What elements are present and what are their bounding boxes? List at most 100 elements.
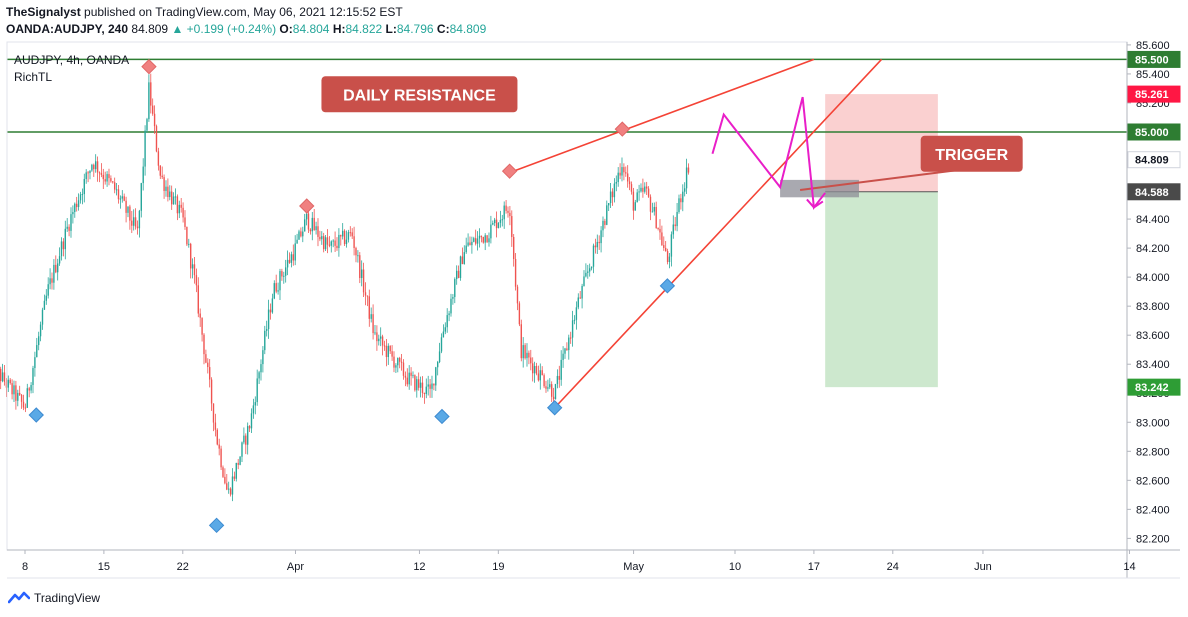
candle-body	[408, 372, 410, 385]
candle-body	[290, 254, 293, 263]
candle-body	[678, 198, 680, 212]
candle-body	[592, 245, 595, 267]
candle-body	[155, 126, 158, 152]
candle-body	[197, 285, 199, 314]
candle-body	[607, 203, 610, 206]
candle-body	[621, 167, 623, 176]
candle-body	[0, 368, 2, 382]
candle-body	[303, 219, 306, 232]
candle-body	[541, 370, 543, 376]
candle-body	[300, 231, 302, 237]
plot-frame	[6, 41, 1128, 551]
candle-body	[321, 236, 323, 240]
lower-wedge-line[interactable]	[554, 58, 883, 409]
candle-body	[455, 270, 458, 280]
candle-body	[659, 228, 661, 233]
candle-body	[267, 309, 270, 330]
candle-body	[273, 283, 275, 299]
candle-body	[562, 353, 564, 360]
candle-body	[395, 365, 397, 368]
footer-brand-label: TradingView	[34, 591, 101, 605]
candle-body	[163, 177, 165, 191]
candle-body	[220, 448, 222, 468]
candle-body	[324, 237, 327, 250]
low-value: 84.796	[396, 22, 434, 36]
candle-body	[366, 295, 369, 297]
price-label: 85.500	[1135, 54, 1169, 66]
y-tick-label: 82.200	[1136, 533, 1170, 545]
candle-body	[474, 238, 477, 244]
candle-body	[167, 186, 169, 198]
candle-body	[514, 258, 517, 287]
candle-body	[5, 381, 8, 388]
pivot-low-marker	[434, 408, 450, 425]
candle-body	[666, 251, 669, 263]
ohlc-bar: OANDA:AUDJPY, 240 84.809 ▲ +0.199 (+0.24…	[6, 22, 486, 36]
candle-body	[630, 184, 633, 192]
candle-body	[203, 334, 205, 355]
candle-body	[68, 226, 70, 231]
candle-body	[454, 279, 456, 298]
price-label-box	[1127, 123, 1181, 141]
trigger-box	[780, 179, 859, 198]
y-tick-label: 84.200	[1136, 243, 1170, 255]
daily-resistance-label-box[interactable]	[321, 76, 518, 113]
candle-body	[341, 230, 344, 237]
candle-body	[184, 217, 186, 227]
candle-body	[199, 313, 201, 318]
candle-body	[205, 354, 207, 363]
candle-body	[233, 476, 236, 479]
candle-body	[429, 384, 431, 389]
candle-body	[569, 337, 572, 339]
candle-body	[490, 224, 492, 239]
x-tick-label: 22	[177, 561, 189, 573]
candle-body	[642, 187, 644, 192]
candle-body	[283, 275, 285, 277]
author-name[interactable]: TheSignalyst	[6, 5, 81, 19]
candle-body	[606, 205, 608, 225]
candle-body	[119, 198, 122, 200]
candle-body	[317, 226, 319, 237]
trigger-pointer-line	[799, 168, 961, 192]
candle-body	[588, 268, 591, 272]
candle-body	[22, 401, 25, 408]
candle-body	[201, 317, 203, 335]
candle-body	[357, 255, 359, 257]
candle-body	[87, 172, 89, 174]
candle-body	[294, 243, 296, 261]
candle-body	[554, 384, 557, 400]
candle-body	[11, 383, 13, 395]
candle-body	[77, 200, 80, 208]
candle-body	[587, 271, 589, 273]
candle-body	[459, 256, 462, 278]
candle-body	[176, 196, 179, 214]
candle-body	[37, 336, 40, 346]
candle-body	[497, 222, 500, 229]
candle-body	[224, 476, 226, 484]
upper-wedge-line[interactable]	[509, 58, 815, 174]
price-label: 84.588	[1135, 187, 1169, 199]
candle-body	[53, 264, 55, 283]
candle-body	[298, 231, 300, 240]
candle-body	[146, 119, 148, 131]
trigger-label-box[interactable]	[920, 135, 1023, 172]
candle-body	[115, 189, 118, 191]
candle-body	[108, 174, 110, 179]
candle-body	[336, 245, 338, 249]
candle-body	[444, 327, 446, 332]
candle-body	[36, 345, 38, 358]
candle-body	[218, 444, 220, 449]
candle-body	[511, 216, 513, 237]
candle-body	[134, 217, 137, 227]
footer-brand[interactable]: TradingView	[8, 591, 100, 605]
candle-body	[319, 236, 321, 240]
candle-body	[663, 245, 665, 248]
candle-body	[383, 345, 386, 347]
candle-body	[575, 307, 578, 320]
last-price: 84.809	[131, 22, 169, 36]
candle-body	[381, 336, 384, 346]
candle-body	[125, 200, 127, 213]
candle-body	[180, 204, 182, 208]
candle-body	[322, 236, 325, 250]
